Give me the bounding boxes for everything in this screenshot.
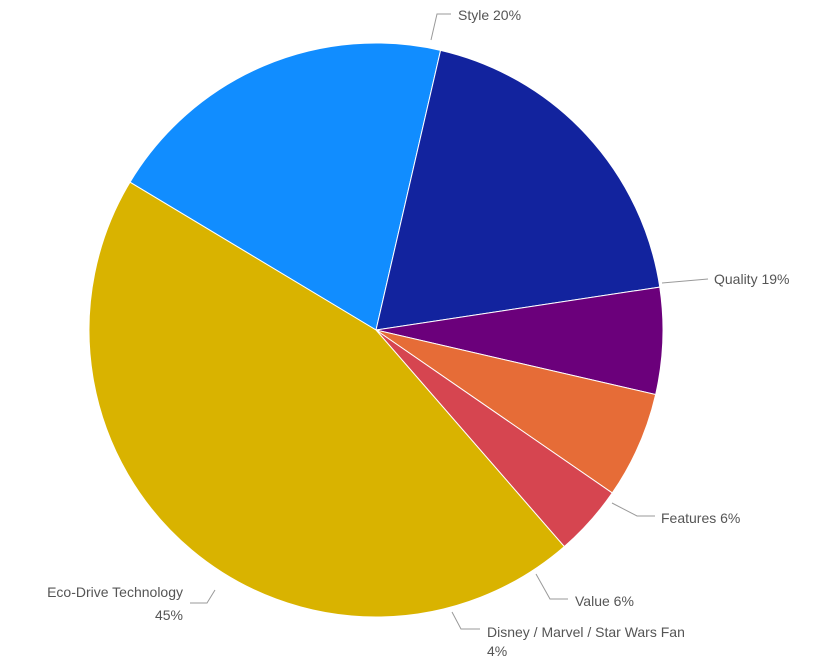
pie-slices <box>88 42 664 618</box>
label-quality: Quality 19% <box>714 271 790 287</box>
label-eco-drive: Eco-Drive Technology 45% <box>47 584 183 623</box>
label-disney: Disney / Marvel / Star Wars Fan 4% <box>487 624 685 659</box>
slice-quality[interactable] <box>375 49 661 331</box>
leader-eco <box>190 589 216 604</box>
slice-eco-drive-technology[interactable] <box>88 181 565 618</box>
leader-quality <box>661 278 709 284</box>
leader-features <box>611 502 655 517</box>
label-features: Features 6% <box>661 510 740 526</box>
leader-lines <box>190 13 709 630</box>
data-labels: Style 20% Quality 19% Features 6% Value … <box>47 7 789 659</box>
leader-value <box>535 573 568 600</box>
leader-style <box>430 13 451 41</box>
leader-disney <box>451 611 480 630</box>
label-value: Value 6% <box>575 593 634 609</box>
slice-style[interactable] <box>129 42 442 331</box>
label-style: Style 20% <box>458 7 521 23</box>
